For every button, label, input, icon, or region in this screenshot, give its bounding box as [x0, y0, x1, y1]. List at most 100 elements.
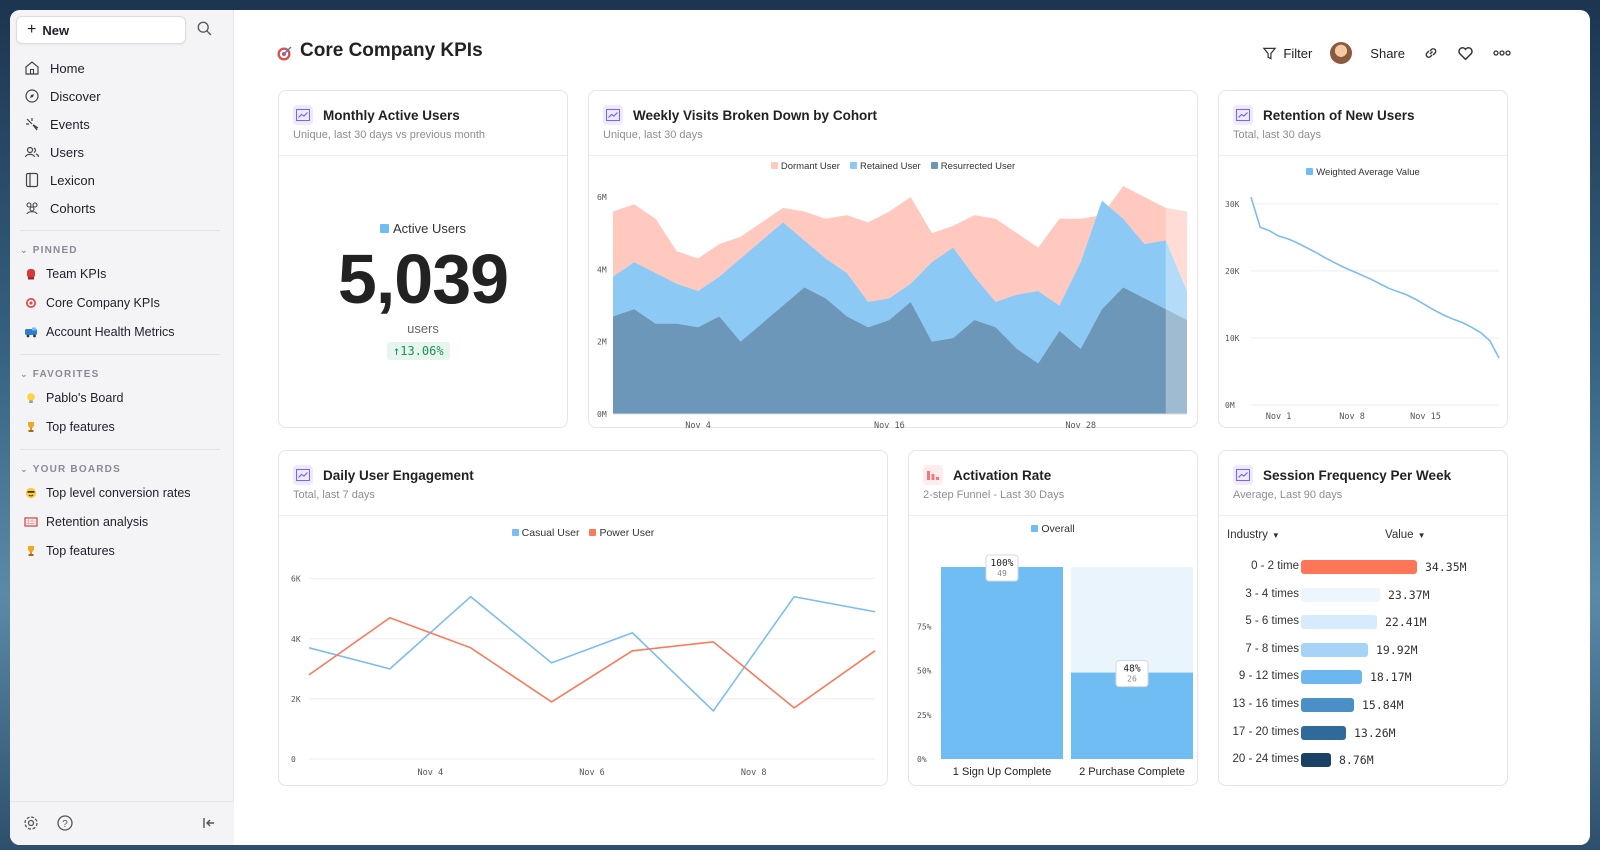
sidebar-item-retention-analysis[interactable]: Retention analysis: [20, 507, 220, 536]
sidebar-nav: Home Discover Events Users Lexicon Cohor…: [20, 54, 220, 565]
divider: [909, 515, 1197, 516]
resurrected-user-area: [613, 287, 1187, 414]
row-value: 19.92M: [1376, 642, 1418, 657]
share-button[interactable]: Share: [1370, 46, 1405, 61]
card-subtitle: 2-step Funnel - Last 30 Days: [923, 489, 1065, 501]
svg-text:?: ?: [62, 819, 68, 830]
chart-legend: Dormant User Retained User Resurrected U…: [589, 161, 1197, 172]
gear-icon[interactable]: [22, 814, 40, 832]
weighted-average-line: [1250, 196, 1500, 359]
table-row[interactable]: 3 - 4 times 23.37M: [1219, 585, 1499, 605]
sidebar-item-core-company-kpis[interactable]: Core Company KPIs: [20, 288, 220, 317]
sidebar-item-users[interactable]: Users: [20, 138, 220, 166]
caret-down-icon: ▼: [1417, 530, 1426, 540]
collapse-sidebar-icon[interactable]: [200, 814, 218, 832]
sidebar-item-lexicon[interactable]: Lexicon: [20, 166, 220, 194]
sidebar-item-label: Top features: [46, 543, 115, 558]
your-boards-section-toggle[interactable]: ⌄ YOUR BOARDS: [20, 460, 220, 478]
sidebar-item-cohorts[interactable]: Cohorts: [20, 194, 220, 222]
daily-engagement-card[interactable]: Daily User Engagement Total, last 7 days…: [278, 450, 888, 786]
sidebar-item-team-kpis[interactable]: Team KPIs: [20, 259, 220, 288]
value-bar: [1301, 670, 1362, 685]
legend-item[interactable]: Dormant User: [770, 161, 840, 172]
help-icon[interactable]: ?: [56, 814, 74, 832]
legend-label: Retained User: [859, 161, 921, 172]
home-icon: [25, 61, 39, 75]
legend-item[interactable]: Casual User: [511, 527, 579, 539]
retention-card[interactable]: Retention of New Users Total, last 30 da…: [1218, 90, 1508, 428]
sidebar-item-home[interactable]: Home: [20, 54, 220, 82]
avatar[interactable]: [1330, 42, 1353, 64]
table-row[interactable]: 13 - 16 times 15.84M: [1219, 695, 1499, 715]
industry-column-header[interactable]: Industry ▼: [1227, 529, 1280, 541]
target-icon: [276, 44, 294, 62]
line-chart-icon: [1233, 465, 1253, 485]
new-button-label: New: [42, 22, 70, 38]
search-icon[interactable]: [196, 20, 216, 40]
activation-rate-card[interactable]: Activation Rate 2-step Funnel - Last 30 …: [908, 450, 1198, 786]
card-title: Retention of New Users: [1263, 108, 1415, 123]
table-row[interactable]: 7 - 8 times 19.92M: [1219, 640, 1499, 660]
sidebar-item-events[interactable]: Events: [20, 110, 220, 138]
legend-item[interactable]: Weighted Average Value: [1306, 167, 1420, 178]
y-tick-label: 25%: [917, 711, 932, 720]
table-row[interactable]: 20 - 24 times 8.76M: [1219, 750, 1499, 770]
legend-item[interactable]: Overall: [1031, 523, 1075, 535]
sidebar-item-label: Retention analysis: [46, 514, 149, 529]
more-icon[interactable]: [1492, 49, 1512, 57]
session-frequency-card[interactable]: Session Frequency Per Week Average, Last…: [1218, 450, 1508, 786]
sidebar-item-label: Discover: [50, 88, 101, 104]
weekly-area-chart[interactable]: 0M 2M 4M 6M Nov 4 Nov 16 Nov 28: [589, 169, 1197, 429]
filter-button[interactable]: Filter: [1262, 46, 1312, 61]
heart-icon[interactable]: [1457, 45, 1474, 62]
legend-label: Power User: [599, 527, 655, 539]
retention-line-chart[interactable]: 0M 10K 20K 30K Nov 1 Nov 8 Nov 15: [1219, 177, 1507, 427]
sidebar-item-discover[interactable]: Discover: [20, 82, 220, 110]
section-label: YOUR BOARDS: [32, 463, 121, 475]
activation-funnel-chart[interactable]: 0% 25% 50% 75% 100%49 1 Sign Up Complete 48%26…: [909, 535, 1197, 785]
data-label-box: [985, 554, 1019, 582]
favorites-section-toggle[interactable]: ⌄ FAVORITES: [20, 365, 220, 383]
row-label: 7 - 8 times: [1245, 642, 1299, 655]
row-value: 8.76M: [1339, 753, 1374, 768]
mau-card[interactable]: Monthly Active Users Unique, last 30 day…: [278, 90, 568, 428]
value-column-header[interactable]: Value ▼: [1385, 529, 1425, 541]
legend-swatch: [930, 162, 938, 169]
divider: [1219, 155, 1507, 156]
page-title: Core Company KPIs: [300, 40, 483, 61]
weekly-visits-card[interactable]: Weekly Visits Broken Down by Cohort Uniq…: [588, 90, 1198, 429]
sidebar-item-label: Events: [50, 116, 90, 132]
legend-item[interactable]: Resurrected User: [930, 161, 1015, 172]
caret-down-icon: ▼: [1271, 530, 1280, 540]
casual-user-line: [308, 595, 876, 713]
retained-user-area: [613, 200, 1187, 364]
book-icon: [25, 172, 39, 188]
y-tick-label: 4K: [291, 635, 301, 644]
table-row[interactable]: 9 - 12 times 18.17M: [1219, 667, 1499, 687]
daily-line-chart[interactable]: 0 2K 4K 6K Nov 4 Nov 6 Nov 8: [279, 545, 887, 785]
sidebar-item-top-features[interactable]: Top features: [20, 412, 220, 441]
sidebar-item-top-level-conversion-rates[interactable]: Top level conversion rates: [20, 478, 220, 507]
legend-item[interactable]: Power User: [589, 527, 654, 539]
sidebar-item-account-health-metrics[interactable]: Account Health Metrics: [20, 317, 220, 346]
row-value: 34.35M: [1425, 560, 1467, 574]
divider: [20, 449, 220, 450]
trophy-icon: [24, 420, 38, 434]
divider: [279, 515, 887, 516]
chart-legend: Active Users: [279, 221, 567, 236]
table-row[interactable]: 0 - 2 time 34.35M: [1219, 557, 1499, 577]
pinned-section-toggle[interactable]: ⌄ PINNED: [20, 241, 220, 259]
plus-icon: +: [27, 21, 37, 38]
y-tick-label: 0M: [597, 410, 607, 419]
legend-item[interactable]: Retained User: [849, 161, 921, 172]
table-row[interactable]: 5 - 6 times 22.41M: [1219, 612, 1499, 632]
link-icon[interactable]: [1423, 45, 1439, 61]
sidebar-item-top-features-board[interactable]: Top features: [20, 536, 220, 565]
change-badge: ↑13.06%: [387, 342, 450, 360]
row-value: 22.41M: [1385, 615, 1427, 630]
sidebar-item-label: Team KPIs: [46, 266, 107, 281]
sidebar-item-pablos-board[interactable]: Pablo's Board: [20, 383, 220, 412]
table-row[interactable]: 17 - 20 times 13.26M: [1219, 723, 1499, 743]
new-button[interactable]: + New: [16, 16, 186, 44]
x-tick-label: Nov 4: [685, 421, 711, 429]
